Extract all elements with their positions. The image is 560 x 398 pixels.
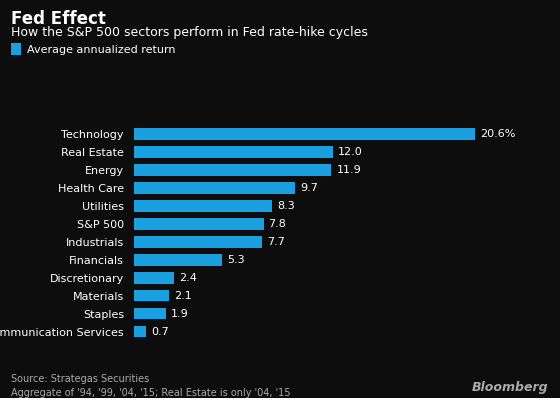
Text: 0.7: 0.7 [151,326,169,337]
Bar [134,146,333,158]
Text: Average annualized return: Average annualized return [27,45,175,55]
Text: 2.1: 2.1 [174,291,192,300]
Text: 11.9: 11.9 [337,165,361,175]
Text: 20.6%: 20.6% [480,129,516,139]
Text: 5.3: 5.3 [227,255,245,265]
Bar [134,164,332,176]
Text: 7.7: 7.7 [267,237,284,247]
Text: 12.0: 12.0 [338,147,363,157]
Text: How the S&P 500 sectors perform in Fed rate-hike cycles: How the S&P 500 sectors perform in Fed r… [11,26,368,39]
Text: Fed Effect: Fed Effect [11,10,106,28]
Text: 1.9: 1.9 [171,308,189,318]
Bar [134,272,174,283]
Text: 9.7: 9.7 [300,183,318,193]
Text: 8.3: 8.3 [277,201,295,211]
Bar [134,290,169,301]
Bar [134,128,475,140]
Bar [134,182,295,194]
Bar [134,236,262,248]
Bar [134,326,146,338]
Bar [134,218,264,230]
Text: Source: Strategas Securities
Aggregate of '94, '99, '04, '15; Real Estate is onl: Source: Strategas Securities Aggregate o… [11,374,291,398]
Text: Bloomberg: Bloomberg [472,381,549,394]
Text: 7.8: 7.8 [268,219,286,229]
Bar [134,308,166,320]
Text: 2.4: 2.4 [179,273,197,283]
Bar [134,254,222,265]
Bar [134,200,272,212]
